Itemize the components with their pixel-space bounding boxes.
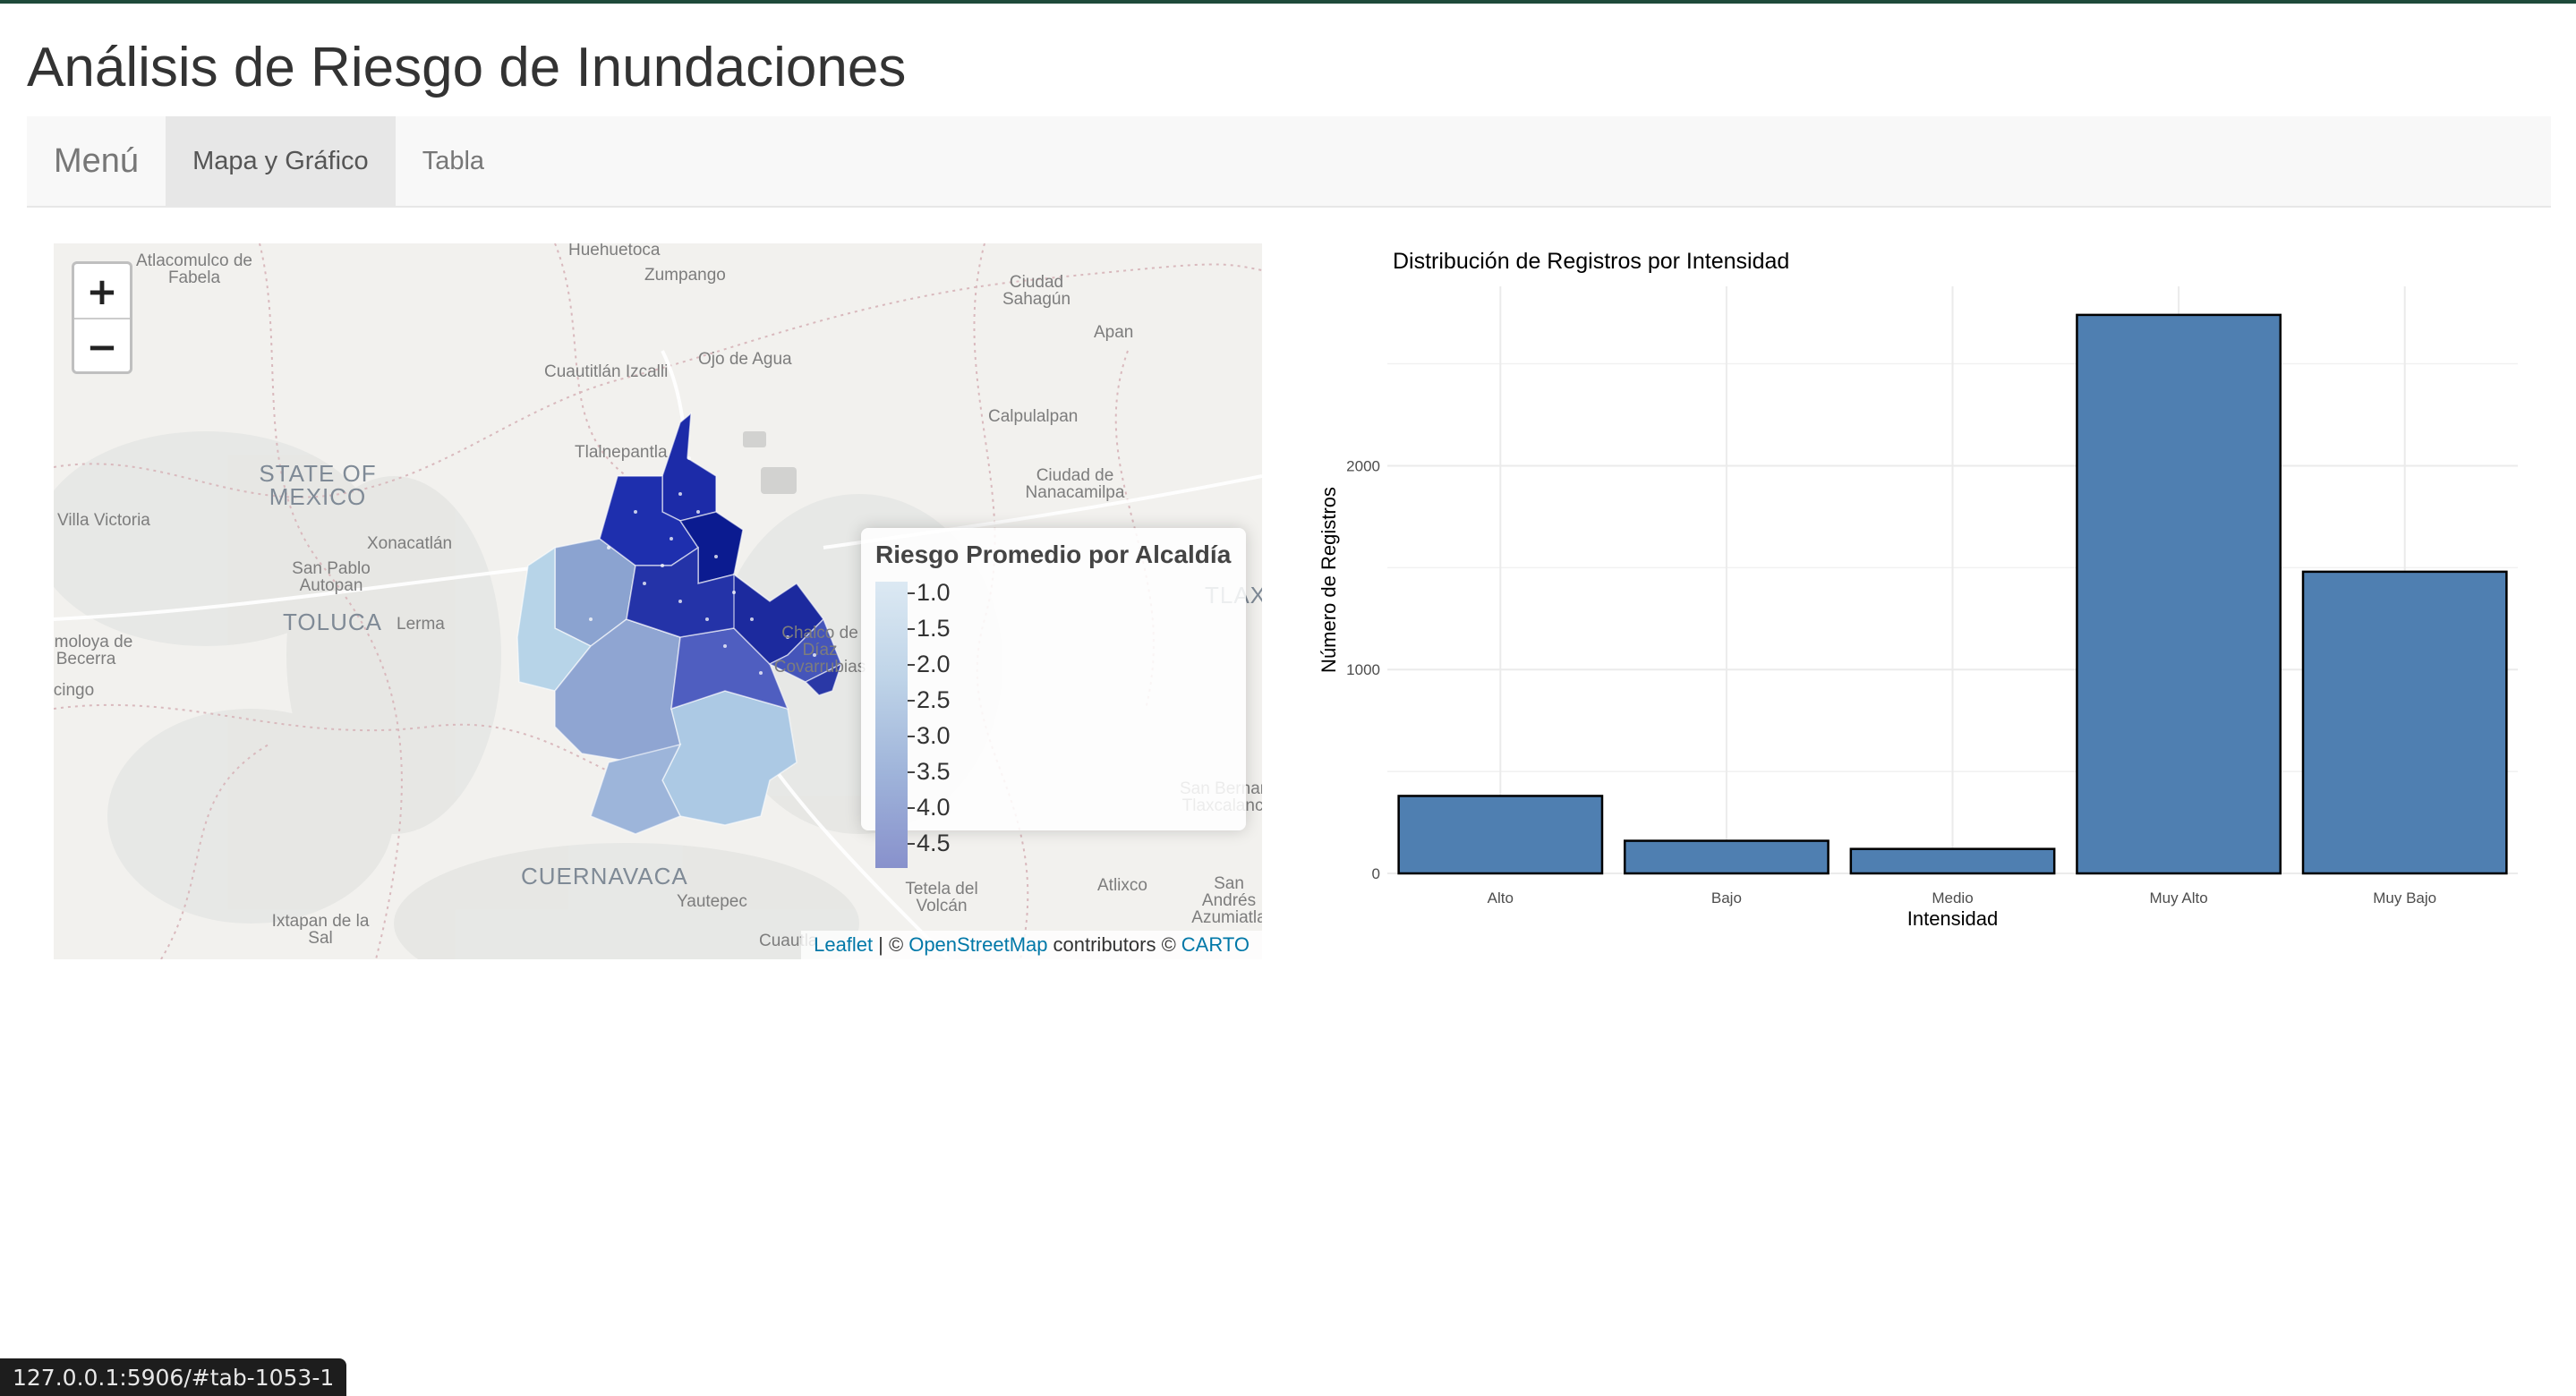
place-label: Almoloya de Becerra <box>54 633 133 668</box>
place-label: Yautepec <box>677 892 747 911</box>
chart-title: Distribución de Registros por Intensidad <box>1393 249 1789 274</box>
legend-label: 3.0 <box>917 722 951 749</box>
bar-alto <box>1397 795 1604 875</box>
x-tick-label: Bajo <box>1711 890 1742 907</box>
place-label: Tlalnepantla <box>575 443 668 462</box>
legend-label: 1.0 <box>917 579 951 606</box>
x-tick-label: Alto <box>1488 890 1514 907</box>
place-label: Ojo de Agua <box>698 350 792 369</box>
place-label: Ciudad Sahagún <box>1002 273 1071 309</box>
place-label: Atlacomulco de Fabela <box>136 251 252 287</box>
tab-tabla[interactable]: Tabla <box>422 146 485 175</box>
place-label: Xonacatlán <box>367 534 453 553</box>
legend-label: 1.5 <box>917 615 951 642</box>
top-accent-line <box>0 0 2576 4</box>
legend-tick <box>908 664 915 666</box>
zoom-out-button[interactable]: − <box>86 324 118 369</box>
legend-label: 2.5 <box>917 686 951 713</box>
tab-mapa-y-grafico[interactable]: Mapa y Gráfico <box>166 116 396 206</box>
place-label: Zumpango <box>644 266 726 285</box>
flood-risk-map[interactable]: Huehuetoca Atlacomulco de Fabela Zumpang… <box>54 243 1262 959</box>
place-label: San Andrés Azumiatla <box>1191 874 1262 927</box>
legend-tick <box>908 843 915 845</box>
place-label: Ixtapan de la Sal <box>271 912 370 948</box>
legend-label: 4.0 <box>917 794 951 821</box>
legend-tick <box>908 736 915 737</box>
bar-muy-alto <box>2076 313 2282 875</box>
legend-tick <box>908 700 915 702</box>
x-tick-label: Muy Alto <box>2149 890 2207 907</box>
map-attribution: Leaflet | © OpenStreetMap contributors ©… <box>801 931 1262 959</box>
attribution-contributors: contributors © <box>1053 933 1176 956</box>
place-label: Huehuetoca <box>568 243 661 260</box>
place-label: Tenancingo <box>54 681 95 700</box>
x-axis-label: Intensidad <box>1907 907 1999 930</box>
status-bar-url: 127.0.0.1:5906/#tab-1053-1 <box>0 1358 347 1396</box>
place-label: San Pablo Autopan <box>292 559 371 595</box>
place-label: Lerma <box>397 615 445 634</box>
carto-link[interactable]: CARTO <box>1181 933 1250 956</box>
page-title: Análisis de Riesgo de Inundaciones <box>27 37 907 98</box>
place-label: Tetela del Volcán <box>905 880 978 915</box>
attribution-separator: | © <box>878 933 904 956</box>
place-label: Cuautitlán Izcalli <box>544 362 669 381</box>
place-label: Atlixco <box>1097 876 1147 895</box>
bar-medio <box>1849 847 2056 875</box>
zoom-in-button[interactable]: + <box>74 264 130 319</box>
place-label: Ciudad de Nanacamilpa <box>1025 466 1125 502</box>
place-label: Villa Victoria <box>57 511 150 530</box>
y-tick-label: 1000 <box>1346 661 1380 678</box>
x-tick-label: Medio <box>1932 890 1973 907</box>
y-axis-label: Número de Registros <box>1318 487 1340 673</box>
map-basemap <box>54 243 1262 959</box>
place-label: Calpulalpan <box>988 407 1079 426</box>
place-label: Chalco de Díaz Covarrubias <box>773 624 866 677</box>
x-tick-label: Muy Bajo <box>2373 890 2436 907</box>
leaflet-link[interactable]: Leaflet <box>814 933 874 956</box>
legend-label: 2.0 <box>917 651 951 677</box>
bar-bajo <box>1623 839 1830 875</box>
legend-tick <box>908 628 915 630</box>
navbar-brand[interactable]: Menú <box>54 141 140 180</box>
legend-color-ramp <box>875 582 908 868</box>
legend-title: Riesgo Promedio por Alcaldía <box>875 541 1232 568</box>
legend-label: 3.5 <box>917 758 951 785</box>
intensity-bar-chart: Distribución de Registros por Intensidad… <box>1318 249 2518 930</box>
legend-tick <box>908 771 915 773</box>
y-tick-label: 0 <box>1372 865 1380 882</box>
legend-tick <box>908 592 915 594</box>
bar-muy-bajo <box>2301 570 2508 875</box>
legend-tick <box>908 807 915 809</box>
y-tick-label: 2000 <box>1346 457 1380 474</box>
navbar: Menú Mapa y Gráfico Tabla <box>27 116 2551 208</box>
openstreetmap-link[interactable]: OpenStreetMap <box>908 933 1048 956</box>
place-label: Apan <box>1094 323 1134 342</box>
place-label: STATE OF MEXICO <box>259 460 377 510</box>
place-label: CUERNAVACA <box>521 863 688 890</box>
place-label: TOLUCA <box>283 609 382 635</box>
zoom-control: + − <box>72 261 132 374</box>
legend-label: 4.5 <box>917 830 951 856</box>
map-legend: Riesgo Promedio por Alcaldía 1.0 1.5 2.0 2.… <box>861 528 1246 868</box>
